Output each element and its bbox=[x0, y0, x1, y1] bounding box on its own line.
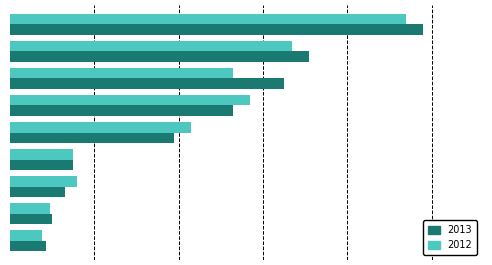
Bar bbox=[10, 41, 292, 51]
Bar bbox=[10, 14, 406, 24]
Bar bbox=[10, 122, 191, 132]
Bar bbox=[10, 24, 423, 34]
Bar bbox=[10, 105, 233, 116]
Bar bbox=[10, 160, 73, 170]
Bar bbox=[10, 78, 284, 89]
Bar bbox=[10, 51, 309, 61]
Bar bbox=[10, 187, 64, 197]
Bar bbox=[10, 176, 77, 187]
Bar bbox=[10, 68, 233, 78]
Bar bbox=[10, 241, 46, 251]
Bar bbox=[10, 204, 50, 214]
Bar bbox=[10, 95, 250, 105]
Bar bbox=[10, 149, 73, 160]
Bar bbox=[10, 231, 42, 241]
Bar bbox=[10, 214, 52, 224]
Legend: 2013, 2012: 2013, 2012 bbox=[424, 220, 477, 255]
Bar bbox=[10, 132, 174, 143]
